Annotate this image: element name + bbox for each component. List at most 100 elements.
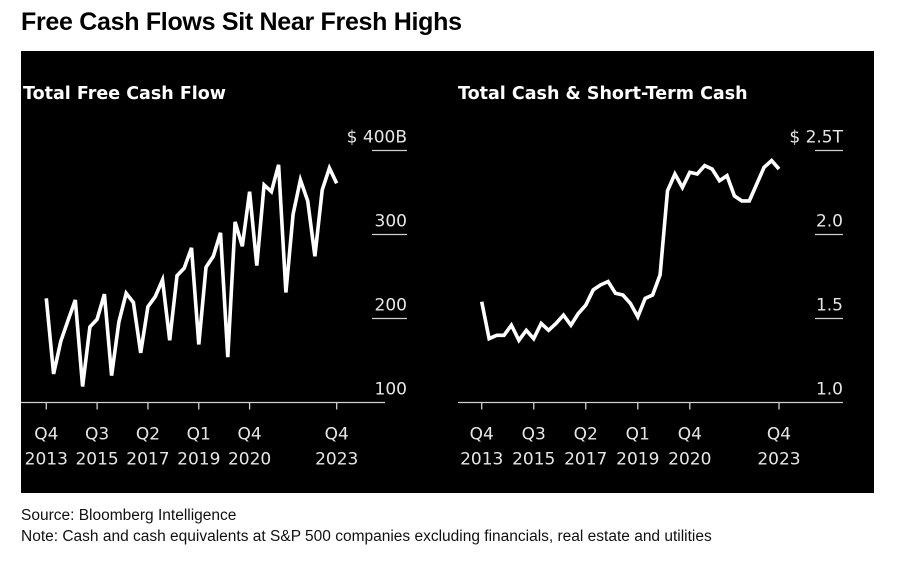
fcf-point-4	[74, 299, 77, 302]
cash-point-23	[651, 293, 654, 296]
fcf-xtick-quarter-5: Q4	[325, 425, 349, 445]
cash-point-10	[555, 322, 558, 325]
fcf-xtick-year-3: 2019	[177, 450, 220, 470]
fcf-point-36	[306, 199, 309, 202]
cash-point-0	[480, 300, 483, 303]
cash-xtick-year-3: 2019	[616, 450, 659, 470]
chart-total-free-cash-flow: Total Free Cash Flow 100 200 300 $ 400B Q4 20…	[21, 84, 407, 470]
fcf-xtick-year-2: 2017	[126, 450, 169, 470]
cash-xtick-year-5: 2023	[757, 450, 800, 470]
cash-point-2	[495, 334, 498, 337]
page-title: Free Cash Flows Sit Near Fresh Highs	[21, 8, 462, 36]
cash-point-18	[614, 292, 617, 295]
cash-ytick-label-1: 1.5	[816, 296, 843, 316]
fcf-point-10	[117, 320, 120, 323]
footer: Source: Bloomberg Intelligence Note: Cas…	[21, 505, 712, 547]
cash-point-39	[770, 159, 773, 162]
cash-xtick-year-0: 2013	[460, 450, 503, 470]
chart-panel: Total Free Cash Flow 100 200 300 $ 400B Q4 20…	[21, 51, 874, 493]
cash-point-28	[688, 171, 691, 174]
cash-point-37	[755, 183, 758, 186]
fcf-point-23	[212, 255, 215, 258]
cash-point-29	[696, 173, 699, 176]
charts-canvas: Total Free Cash Flow 100 200 300 $ 400B Q4 20…	[21, 84, 844, 470]
cash-point-25	[666, 189, 669, 192]
fcf-point-24	[219, 231, 222, 234]
fcf-ytick-label-2: 300	[375, 212, 407, 232]
cash-point-14	[584, 304, 587, 307]
cash-point-34	[733, 194, 736, 197]
cash-xtick-quarter-2: Q2	[574, 425, 598, 445]
fcf-point-20	[190, 246, 193, 249]
fcf-xtick-year-1: 2015	[75, 450, 118, 470]
cash-point-9	[547, 329, 550, 332]
cash-point-12	[569, 324, 572, 327]
fcf-point-27	[241, 245, 244, 248]
fcf-point-37	[313, 255, 316, 258]
chart-total-cash: Total Cash & Short-Term Cash 1.0 1.5 2.0 $ …	[458, 84, 844, 470]
fcf-xtick-year-0: 2013	[25, 450, 68, 470]
fcf-point-7	[96, 318, 99, 321]
fcf-point-39	[328, 167, 331, 170]
fcf-point-0	[45, 297, 48, 300]
fcf-point-16	[161, 278, 164, 281]
fcf-point-22	[205, 266, 208, 269]
fcf-point-2	[59, 340, 62, 343]
cash-point-35	[740, 199, 743, 202]
fcf-point-1	[52, 372, 55, 375]
cash-point-4	[510, 324, 513, 327]
cash-point-3	[502, 334, 505, 337]
chart-title-free-cash-flow: Total Free Cash Flow	[23, 84, 226, 104]
cash-xtick-year-1: 2015	[512, 450, 555, 470]
fcf-point-38	[321, 188, 324, 191]
cash-point-13	[577, 312, 580, 315]
fcf-xtick-quarter-2: Q2	[136, 425, 160, 445]
fcf-point-31	[270, 190, 273, 193]
cash-point-27	[681, 186, 684, 189]
cash-xtick-year-4: 2020	[668, 450, 711, 470]
fcf-point-28	[248, 190, 251, 193]
source-note: Source: Bloomberg Intelligence	[21, 507, 237, 524]
cash-xtick-quarter-1: Q3	[522, 425, 546, 445]
fcf-ytick-label-0: 100	[375, 380, 407, 400]
fcf-point-26	[234, 220, 237, 223]
footnote: Note: Cash and cash equivalents at S&P 5…	[21, 528, 712, 545]
cash-point-33	[725, 174, 728, 177]
fcf-xtick-year-5: 2023	[315, 450, 358, 470]
cash-point-8	[540, 322, 543, 325]
fcf-point-21	[197, 343, 200, 346]
cash-point-30	[703, 164, 706, 167]
fcf-point-19	[183, 267, 186, 270]
cash-point-38	[763, 166, 766, 169]
cash-point-11	[562, 314, 565, 317]
fcf-xtick-quarter-4: Q4	[237, 425, 261, 445]
fcf-point-9	[110, 374, 113, 377]
chart-title-total-cash: Total Cash & Short-Term Cash	[458, 84, 748, 104]
cash-point-6	[525, 329, 528, 332]
cash-series-line	[479, 158, 781, 344]
fcf-point-14	[146, 305, 149, 308]
fcf-series-line	[44, 163, 339, 387]
fcf-point-30	[263, 183, 266, 186]
cash-point-31	[711, 167, 714, 170]
fcf-point-40	[335, 182, 338, 185]
fcf-xtick-year-4: 2020	[228, 450, 271, 470]
cash-xtick-year-2: 2017	[564, 450, 607, 470]
fcf-point-8	[103, 293, 106, 296]
cash-point-26	[673, 173, 676, 176]
fcf-point-6	[88, 325, 91, 328]
fcf-point-13	[139, 351, 142, 354]
fcf-ytick-label-3: $ 400B	[347, 128, 407, 148]
cash-point-20	[629, 302, 632, 305]
cash-point-16	[599, 283, 602, 286]
fcf-xtick-quarter-0: Q4	[34, 425, 58, 445]
cash-point-32	[718, 179, 721, 182]
cash-point-22	[644, 297, 647, 300]
fcf-point-18	[175, 274, 178, 277]
fcf-point-29	[255, 264, 258, 267]
cash-point-21	[636, 315, 639, 318]
fcf-point-3	[67, 319, 70, 322]
cash-point-5	[517, 339, 520, 342]
fcf-xtick-quarter-3: Q1	[187, 425, 211, 445]
cash-point-17	[607, 280, 610, 283]
